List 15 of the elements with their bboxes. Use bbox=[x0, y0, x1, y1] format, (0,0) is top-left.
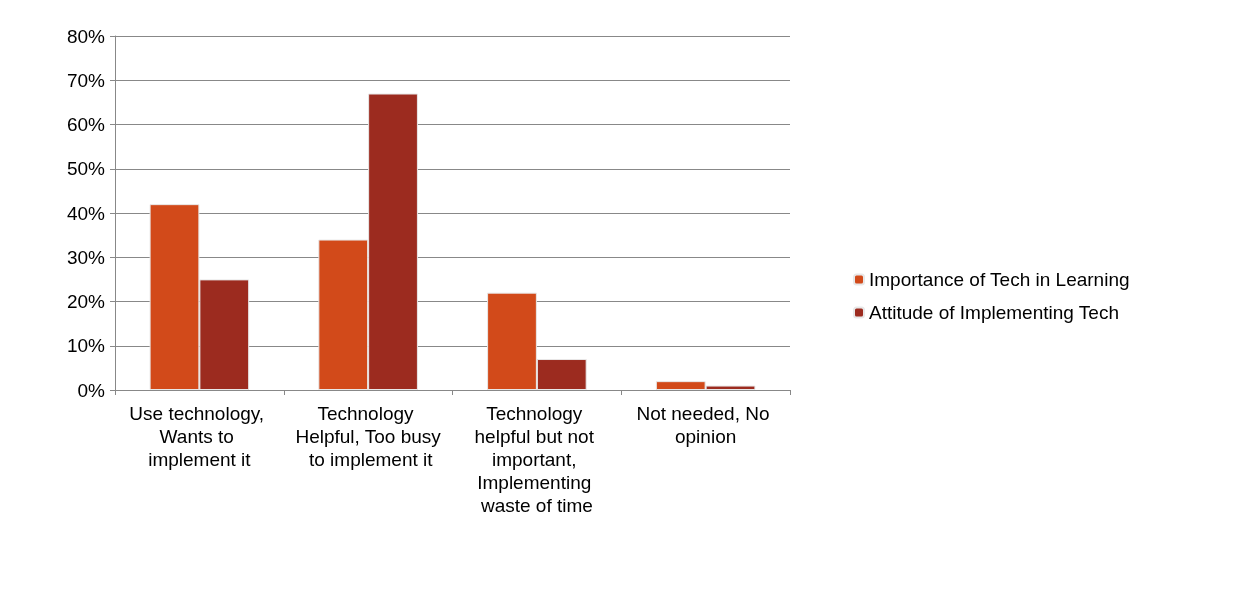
x-tick-label: Technology Helpful, Too busy to implement it bbox=[295, 403, 442, 470]
y-tick-label: 80% bbox=[66, 25, 106, 47]
y-tick-label: 60% bbox=[66, 114, 106, 135]
x-tick-label: Technology helpful but not important, Implementing waste of time bbox=[474, 403, 600, 516]
y-tick-label: 40% bbox=[66, 202, 106, 224]
y-tick-label: 20% bbox=[66, 291, 106, 312]
x-tick-label: Use technology, Wants to implement it bbox=[129, 403, 270, 470]
x-tick-label: Not needed, No opinion bbox=[636, 403, 775, 447]
legend-label: Importance of Tech in Learning bbox=[869, 269, 1130, 290]
y-tick-label: 70% bbox=[66, 69, 106, 91]
y-tick-label: 10% bbox=[66, 335, 106, 357]
y-tick-label: 50% bbox=[66, 158, 106, 180]
y-tick-label: 30% bbox=[66, 246, 106, 268]
legend-label: Attitude of Implementing Tech bbox=[869, 302, 1119, 323]
y-tick-label: 0% bbox=[77, 379, 106, 401]
